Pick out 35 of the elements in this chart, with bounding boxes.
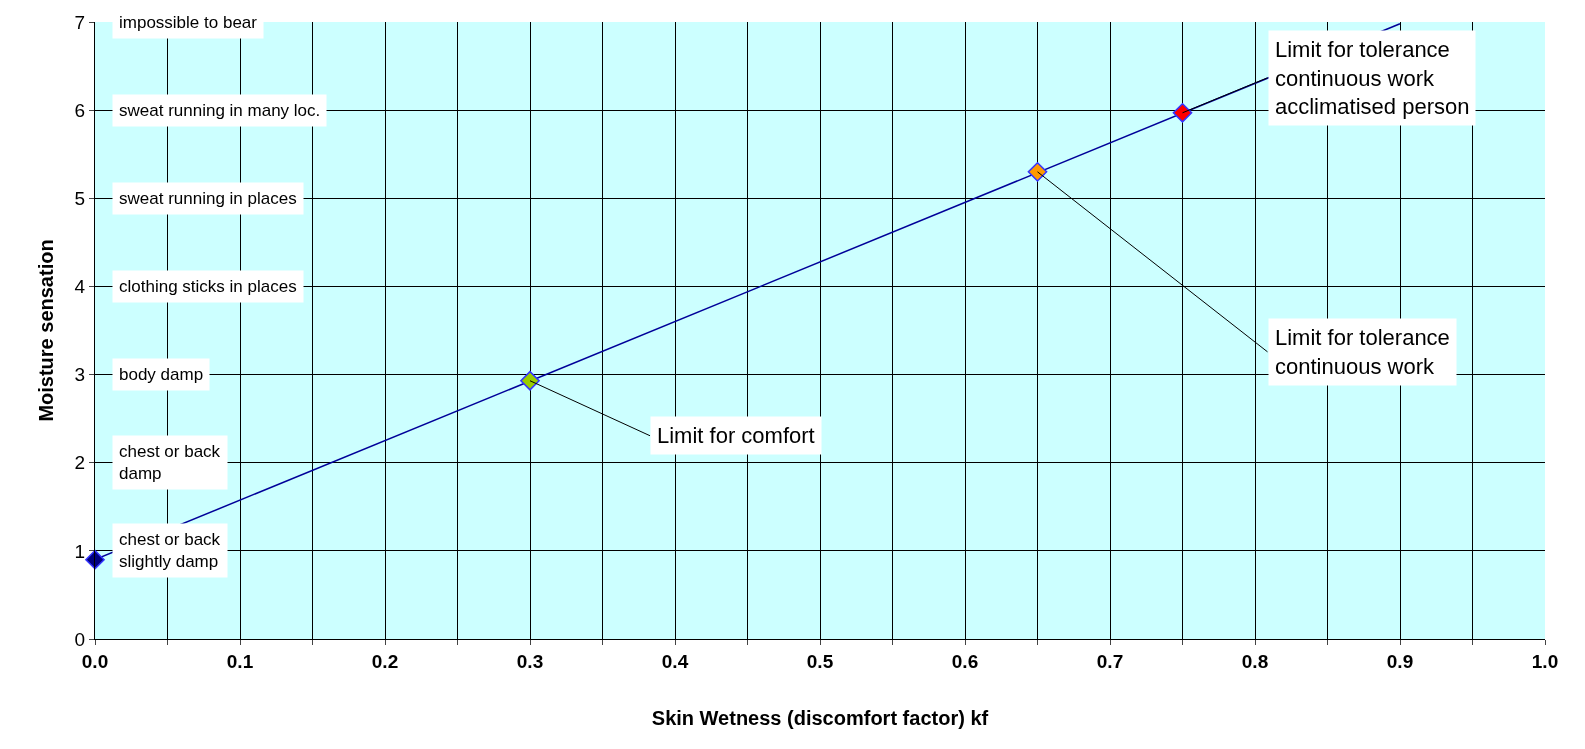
point (1172, 102, 1193, 123)
y-tick-label: 7 (74, 11, 86, 33)
annotation: clothing sticks in places (119, 277, 297, 296)
x-axis-title: Skin Wetness (discomfort factor) kf (651, 707, 989, 730)
y-tick-label: 4 (74, 276, 86, 298)
annotation: Limit for comfort (657, 423, 815, 448)
annotation: impossible to bear (119, 13, 258, 32)
annotation: sweat running in many loc. (119, 101, 321, 120)
x-tick-label: 0.5 (806, 650, 834, 672)
y-tick-label: 5 (74, 187, 86, 209)
x-tick-label: 1.0 (1531, 650, 1559, 672)
annotation: body damp (119, 365, 204, 384)
x-tick-label: 0.7 (1096, 650, 1124, 672)
x-tick-label: 0.3 (516, 650, 544, 672)
point (85, 549, 105, 570)
point (1027, 161, 1048, 182)
y-tick-label: 6 (74, 99, 86, 121)
x-tick-label: 0.0 (81, 650, 109, 672)
annotation: chest or back damp (119, 442, 221, 484)
x-tick-label: 0.6 (951, 650, 979, 672)
y-tick-label: 1 (74, 540, 86, 562)
y-tick-label: 0 (74, 628, 86, 650)
annotation: Limit for tolerance continuous work (1275, 325, 1450, 379)
point (520, 370, 540, 391)
annotation: chest or back slightly damp (119, 530, 221, 572)
annotation: sweat running in places (119, 189, 297, 208)
x-tick-label: 0.2 (371, 650, 399, 672)
x-tick-label: 0.4 (661, 650, 689, 672)
x-tick-label: 0.9 (1386, 650, 1414, 672)
x-tick-label: 0.8 (1241, 650, 1269, 672)
x-tick-label: 0.1 (226, 650, 254, 672)
y-tick-label: 2 (74, 452, 86, 474)
annotation: Limit for tolerance continuous work acclimatised person (1275, 37, 1470, 120)
y-axis-title: Moisture sensation (35, 239, 58, 422)
y-tick-label: 3 (74, 364, 86, 386)
